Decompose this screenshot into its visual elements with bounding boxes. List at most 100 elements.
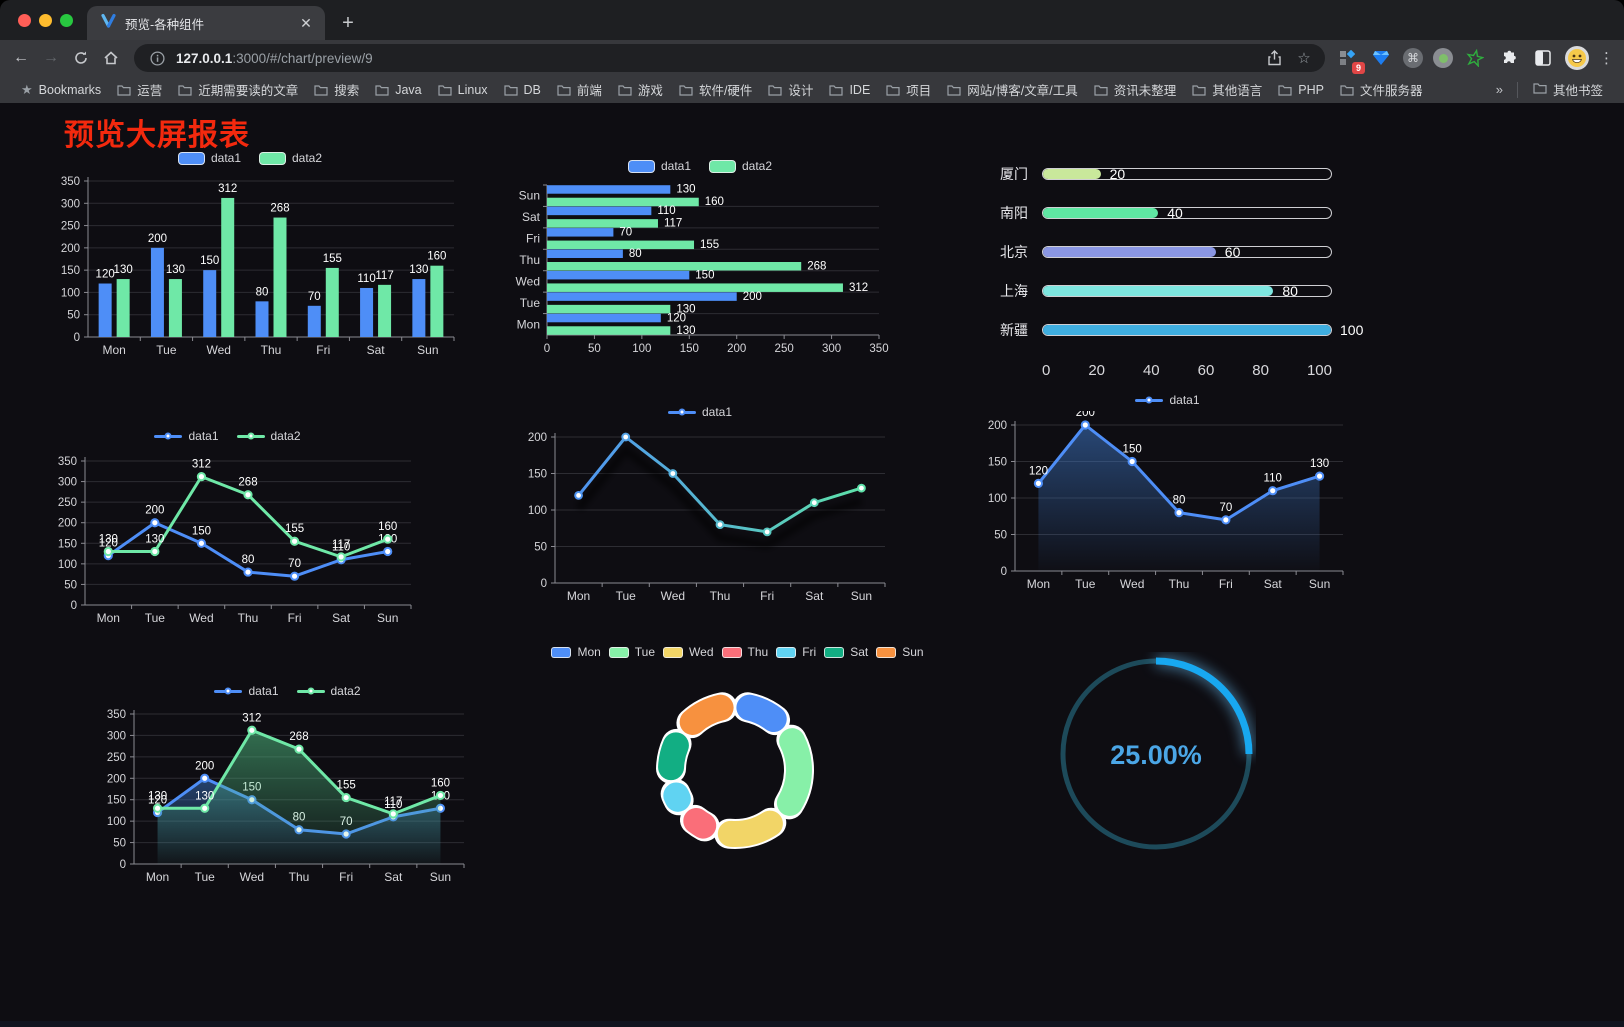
tab-title: 预览-各种组件 bbox=[125, 17, 205, 32]
progress-row-上海[interactable]: 上海 80 bbox=[1000, 283, 1368, 299]
share-icon[interactable] bbox=[1263, 47, 1285, 69]
command-extension-icon[interactable]: ⌘ bbox=[1403, 48, 1423, 68]
gauge-canvas[interactable]: 25.00% bbox=[1056, 652, 1256, 856]
svg-text:130: 130 bbox=[145, 534, 164, 546]
site-info-icon[interactable] bbox=[146, 47, 168, 69]
legend-swatch bbox=[667, 408, 696, 416]
legend-item-data2[interactable]: data2 bbox=[296, 684, 361, 698]
reload-icon[interactable] bbox=[68, 45, 94, 71]
bookmark-folder-DB[interactable]: DB bbox=[497, 80, 548, 100]
minimize-window-button[interactable] bbox=[39, 13, 52, 27]
bookmark-folder-Java[interactable]: Java bbox=[368, 80, 428, 100]
legend-swatch bbox=[214, 687, 243, 695]
bookmark-folder-网站/博客/文章/工具[interactable]: 网站/博客/文章/工具 bbox=[940, 77, 1084, 102]
progress-label: 厦门 bbox=[1000, 166, 1028, 182]
progress-row-南阳[interactable]: 南阳 40 bbox=[1000, 205, 1368, 221]
gradient-line-chart-canvas[interactable]: 0 50 100 150 200 Mon Tue Wed Thu Fri Sat Sun bbox=[505, 423, 895, 619]
progress-value: 80 bbox=[1282, 283, 1298, 299]
line-chart-canvas[interactable]: 0 50 100 150 200 250 300 350 Mon Tue Wed Thu Fri Sat S… bbox=[35, 447, 420, 639]
bookmarks-overflow-chevron[interactable]: » bbox=[1495, 82, 1503, 97]
legend-item-data2[interactable]: data2 bbox=[259, 151, 322, 165]
tab-manager-extension-icon[interactable]: 9 bbox=[1335, 46, 1365, 74]
puzzle-extensions-icon[interactable] bbox=[1497, 46, 1521, 70]
area-chart-canvas[interactable]: 0 50 100 150 200 250 300 350 Mon Tue Wed Thu Fri Sat S… bbox=[100, 702, 475, 902]
address-bar[interactable]: 127.0.0.1:3000/#/chart/preview/9 ☆ bbox=[134, 44, 1325, 72]
bar-chart-canvas[interactable]: 0 50 100 150 200 250 300 350 Mon Tue Wed Thu Fri Sat S… bbox=[40, 169, 460, 377]
svg-text:300: 300 bbox=[61, 198, 80, 210]
svg-text:350: 350 bbox=[107, 709, 126, 721]
bookmark-folder-软件/硬件[interactable]: 软件/硬件 bbox=[672, 77, 759, 102]
legend-item-data1[interactable]: data1 bbox=[667, 405, 732, 419]
maximize-window-button[interactable] bbox=[60, 13, 73, 27]
svg-text:100: 100 bbox=[528, 505, 547, 517]
progress-row-厦门[interactable]: 厦门 20 bbox=[1000, 166, 1368, 182]
tab-close-icon[interactable]: ✕ bbox=[300, 14, 312, 31]
other-bookmarks[interactable]: 其他书签 bbox=[1526, 77, 1610, 102]
legend-item-data2[interactable]: data2 bbox=[709, 159, 772, 173]
progress-track: 60 bbox=[1042, 244, 1332, 260]
legend-item-data2[interactable]: data2 bbox=[236, 429, 301, 443]
svg-text:350: 350 bbox=[869, 343, 888, 355]
legend-item-data1[interactable]: data1 bbox=[154, 429, 219, 443]
bookmark-folder-其他语言[interactable]: 其他语言 bbox=[1185, 77, 1269, 102]
bookmark-folder-文件服务器[interactable]: 文件服务器 bbox=[1333, 77, 1430, 102]
progress-row-北京[interactable]: 北京 60 bbox=[1000, 244, 1368, 260]
svg-text:Sat: Sat bbox=[384, 870, 403, 884]
svg-text:Tue: Tue bbox=[145, 611, 166, 625]
home-icon[interactable] bbox=[98, 45, 124, 71]
area-chart-canvas[interactable]: 0 50 100 150 200 Mon Tue Wed Thu Fri Sat Sun 120 200 1… bbox=[975, 407, 1360, 607]
chart-legend: Mon Tue Wed Thu Fri Sat Sun bbox=[551, 641, 924, 663]
bookmark-folder-资讯未整理[interactable]: 资讯未整理 bbox=[1087, 77, 1184, 102]
legend-item-data1[interactable]: data1 bbox=[177, 151, 241, 165]
svg-text:117: 117 bbox=[332, 539, 350, 551]
svg-text:70: 70 bbox=[308, 291, 321, 303]
bookmark-folder-项目[interactable]: 项目 bbox=[879, 77, 938, 102]
progress-row-新疆[interactable]: 新疆 100 bbox=[1000, 322, 1368, 338]
bookmark-folder-运营[interactable]: 运营 bbox=[110, 77, 169, 102]
bookmark-folder-搜索[interactable]: 搜索 bbox=[307, 77, 366, 102]
green-star-extension-icon[interactable] bbox=[1463, 46, 1487, 70]
legend-item-Fri[interactable]: Fri bbox=[776, 645, 816, 659]
svg-text:155: 155 bbox=[285, 523, 304, 535]
chart-legend: data1 data2 bbox=[505, 155, 895, 177]
menu-kebab-icon[interactable]: ⋮ bbox=[1599, 50, 1614, 67]
split-view-icon[interactable] bbox=[1531, 46, 1555, 70]
new-tab-button[interactable]: + bbox=[342, 11, 354, 34]
legend-item-Thu[interactable]: Thu bbox=[721, 645, 768, 659]
diamond-extension-icon[interactable] bbox=[1369, 46, 1393, 70]
browser-tab[interactable]: 预览-各种组件 ✕ bbox=[87, 6, 325, 40]
bookmark-label: 搜索 bbox=[334, 84, 360, 98]
close-window-button[interactable] bbox=[18, 13, 31, 27]
bookmark-folder-list: 运营 近期需要读的文章 搜索 Java Linux DB 前端 游戏 软件/硬件 设计 IDE 项目 网… bbox=[110, 77, 1429, 102]
profile-avatar[interactable] bbox=[1565, 46, 1589, 70]
forward-icon[interactable]: → bbox=[43, 49, 59, 66]
chart-legend: data1 bbox=[975, 389, 1360, 411]
back-icon[interactable]: ← bbox=[13, 49, 29, 66]
bookmark-folder-Linux[interactable]: Linux bbox=[431, 80, 495, 100]
bookmark-folder-设计[interactable]: 设计 bbox=[761, 77, 820, 102]
legend-item-Mon[interactable]: Mon bbox=[551, 645, 601, 659]
legend-label: data2 bbox=[270, 429, 301, 443]
svg-text:80: 80 bbox=[242, 554, 255, 566]
legend-item-data1[interactable]: data1 bbox=[627, 159, 691, 173]
legend-item-Sat[interactable]: Sat bbox=[824, 645, 868, 659]
legend-item-Tue[interactable]: Tue bbox=[608, 645, 655, 659]
legend-item-Sun[interactable]: Sun bbox=[876, 645, 924, 659]
bookmarks-root[interactable]: ★ Bookmarks bbox=[14, 79, 108, 101]
recorder-extension-icon[interactable] bbox=[1433, 48, 1453, 68]
legend-item-data1[interactable]: data1 bbox=[1135, 393, 1200, 407]
bookmark-folder-IDE[interactable]: IDE bbox=[822, 80, 877, 100]
bookmark-folder-前端[interactable]: 前端 bbox=[550, 77, 609, 102]
bookmark-folder-PHP[interactable]: PHP bbox=[1271, 80, 1331, 100]
svg-text:Wed: Wed bbox=[206, 343, 230, 357]
bookmark-folder-近期需要读的文章[interactable]: 近期需要读的文章 bbox=[171, 77, 305, 102]
legend-item-Wed[interactable]: Wed bbox=[663, 645, 714, 659]
svg-text:0: 0 bbox=[74, 332, 80, 344]
svg-text:150: 150 bbox=[988, 457, 1007, 469]
bookmark-star-icon[interactable]: ☆ bbox=[1297, 50, 1311, 67]
horizontal-bar-chart-card: data1 data2 0 50 100 150 200 250 300 350 Sun 130 160… bbox=[505, 155, 895, 379]
legend-item-data1[interactable]: data1 bbox=[214, 684, 279, 698]
bookmark-folder-游戏[interactable]: 游戏 bbox=[611, 77, 670, 102]
donut-chart-canvas[interactable] bbox=[555, 663, 915, 871]
